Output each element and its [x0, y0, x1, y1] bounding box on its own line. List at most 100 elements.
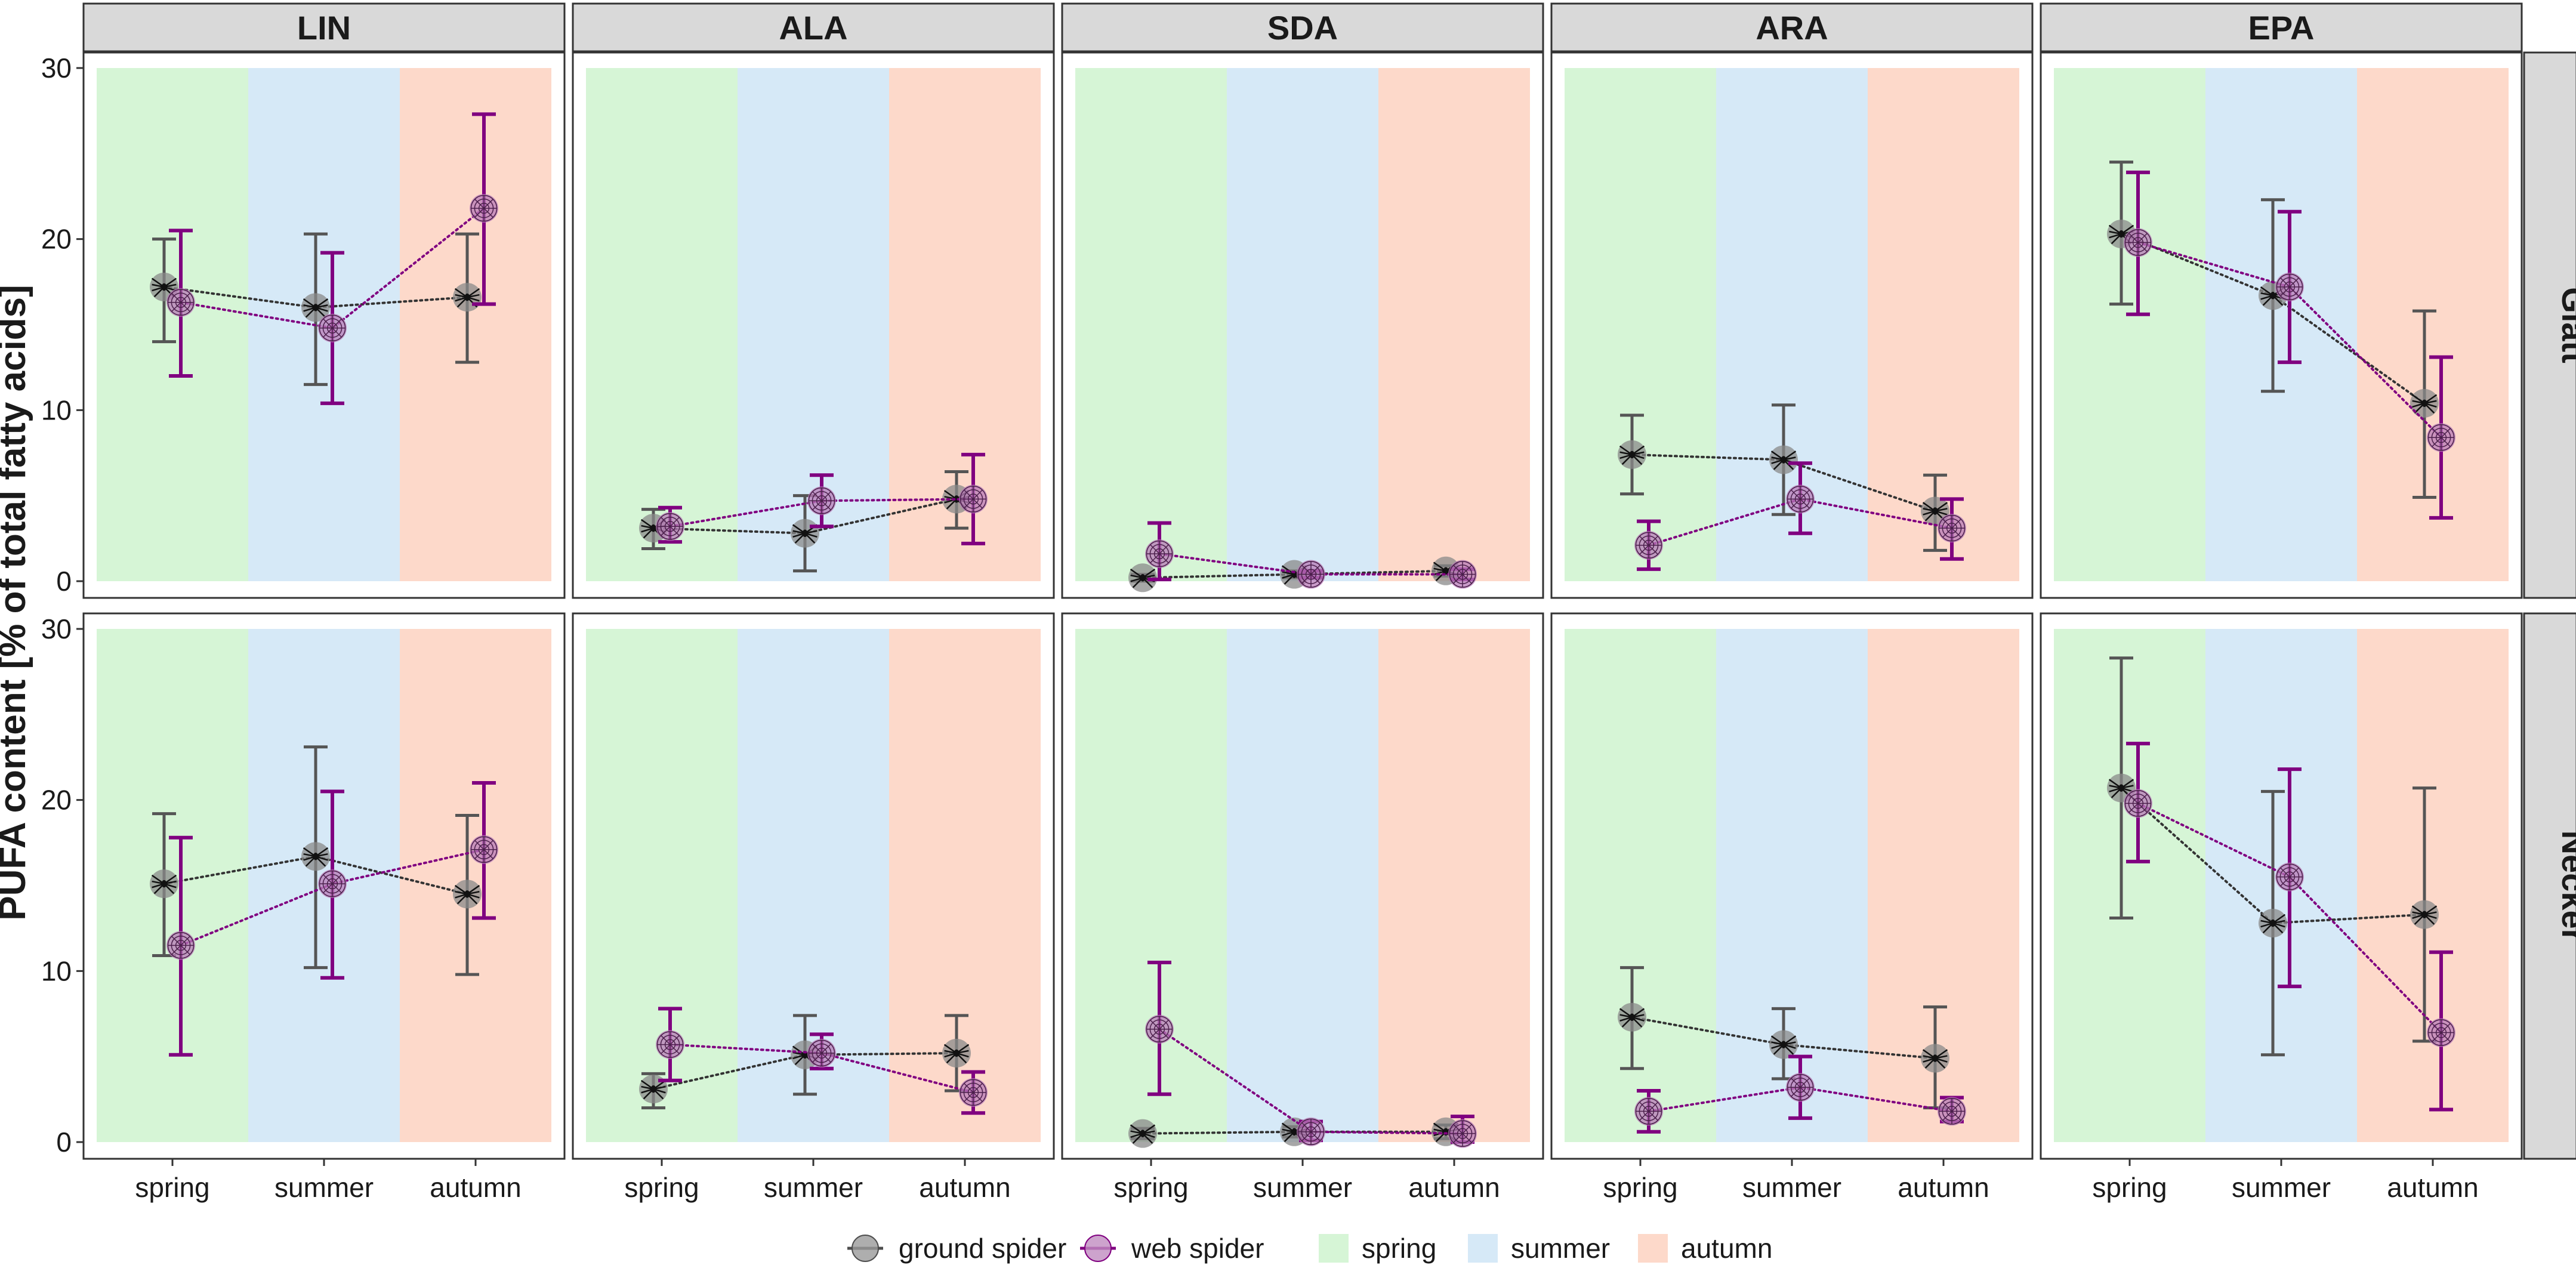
web-spoke: [1159, 1019, 1169, 1030]
ground-spider-point: [150, 869, 178, 899]
web-spoke: [2128, 794, 2139, 804]
panel-border: [2040, 51, 2523, 599]
spider-body: [954, 1049, 960, 1057]
web-spoke: [1453, 564, 1463, 575]
web-icon: [167, 289, 195, 316]
web-spoke: [973, 1083, 983, 1093]
spider-body: [954, 495, 960, 503]
web-spoke: [964, 489, 974, 499]
web-spoke: [1159, 553, 1169, 563]
web-spider-point: [470, 194, 498, 223]
spider-icon: [303, 847, 329, 867]
web-spider-point: [1448, 560, 1477, 589]
web-spoke: [973, 489, 983, 499]
web-spider-point: [1786, 1073, 1815, 1102]
ground-spider-point: [1769, 1030, 1798, 1059]
web-spoke: [2280, 867, 2290, 878]
legend-item-web-spider: web spider: [1080, 1233, 1264, 1264]
web-icon: [1787, 486, 1814, 513]
web-spoke: [661, 526, 671, 536]
season-band-autumn: [1378, 68, 1530, 581]
web-spoke: [180, 292, 190, 303]
spider-body: [2270, 292, 2276, 300]
ground-spider-point: [1921, 1044, 1949, 1073]
panel-ala-necker: [572, 612, 1055, 1160]
web-spoke: [1301, 574, 1312, 584]
web-spoke: [483, 208, 493, 218]
web-spoke: [2137, 794, 2148, 804]
web-spoke: [332, 874, 342, 884]
spider-icon: [454, 288, 480, 308]
x-tick-label: summer: [2232, 1172, 2331, 1203]
spider-icon: [151, 874, 177, 894]
web-spoke: [2289, 277, 2299, 288]
web-spider-point: [959, 1078, 988, 1107]
web-spoke: [1150, 544, 1160, 554]
web-spoke: [661, 1044, 671, 1054]
web-spider-point: [807, 1038, 836, 1067]
web-spoke: [1301, 1131, 1312, 1141]
web-trend-line: [669, 498, 974, 528]
web-spoke: [1150, 1029, 1160, 1039]
web-spoke: [483, 199, 493, 209]
web-spider-point: [1145, 539, 1174, 569]
web-spoke: [2441, 428, 2451, 438]
ground-spider-series: [150, 745, 482, 976]
spider-icon: [792, 524, 818, 544]
web-spoke: [1648, 1110, 1658, 1121]
web-spoke: [1159, 1029, 1169, 1039]
legend-label: web spider: [1131, 1233, 1264, 1264]
web-icon: [1938, 1098, 1966, 1125]
row-strip-label: Necker: [2555, 831, 2576, 942]
legend-swatch: [1638, 1234, 1668, 1263]
web-spoke: [973, 1092, 983, 1102]
x-tick-label: spring: [135, 1172, 209, 1203]
season-band-summer: [2205, 68, 2357, 581]
web-spoke: [1462, 1124, 1472, 1134]
season-band-autumn: [889, 629, 1041, 1142]
web-spoke: [474, 849, 485, 859]
web-spider-point: [656, 1030, 684, 1059]
spider-body: [2421, 399, 2427, 408]
ground-trend-line: [163, 855, 468, 896]
web-spoke: [323, 883, 333, 893]
web-spoke: [1453, 1133, 1463, 1143]
season-band-spring: [1075, 629, 1227, 1142]
web-spoke: [1791, 1087, 1801, 1097]
panels-layer: LIN ALA SDA ARA EPA Glatt Necker 0 10 20 30 0 10 20 30…: [41, 2, 2576, 1203]
web-icon: [319, 314, 346, 342]
web-spoke: [2128, 803, 2139, 813]
spider-body: [1629, 451, 1635, 459]
web-spider-point: [318, 869, 347, 899]
web-spoke: [483, 849, 493, 859]
strip-box: [1061, 2, 1544, 53]
season-band-spring: [1075, 68, 1227, 581]
x-tick-label: autumn: [1898, 1172, 1989, 1203]
strip-ala: ALA: [572, 2, 1055, 53]
ground-spider-point: [453, 283, 482, 312]
x-tick-label: spring: [1603, 1172, 1677, 1203]
spider-body: [1932, 507, 1938, 515]
web-spoke: [1800, 489, 1810, 499]
panel-ara-necker: [1550, 612, 2034, 1160]
panel-border: [1061, 51, 1544, 599]
web-spoke: [1648, 1102, 1658, 1112]
web-spoke: [964, 1083, 974, 1093]
web-spoke: [180, 945, 190, 955]
web-spoke: [1639, 545, 1649, 555]
web-spoke: [812, 491, 822, 501]
web-spider-series: [656, 1007, 988, 1115]
spider-icon: [1619, 445, 1645, 465]
web-trend-line: [1648, 1086, 1953, 1113]
legend-label: ground spider: [899, 1233, 1066, 1264]
web-spoke: [1310, 564, 1321, 575]
web-spider-point: [2275, 272, 2304, 301]
web-spoke: [670, 1044, 680, 1054]
panel-lin-glatt: [82, 51, 566, 599]
web-spoke: [1150, 1019, 1160, 1030]
web-spider-point: [2427, 1018, 2455, 1047]
web-icon: [1787, 1073, 1814, 1101]
panel-ara-glatt: [1550, 51, 2034, 599]
web-spoke: [483, 840, 493, 850]
